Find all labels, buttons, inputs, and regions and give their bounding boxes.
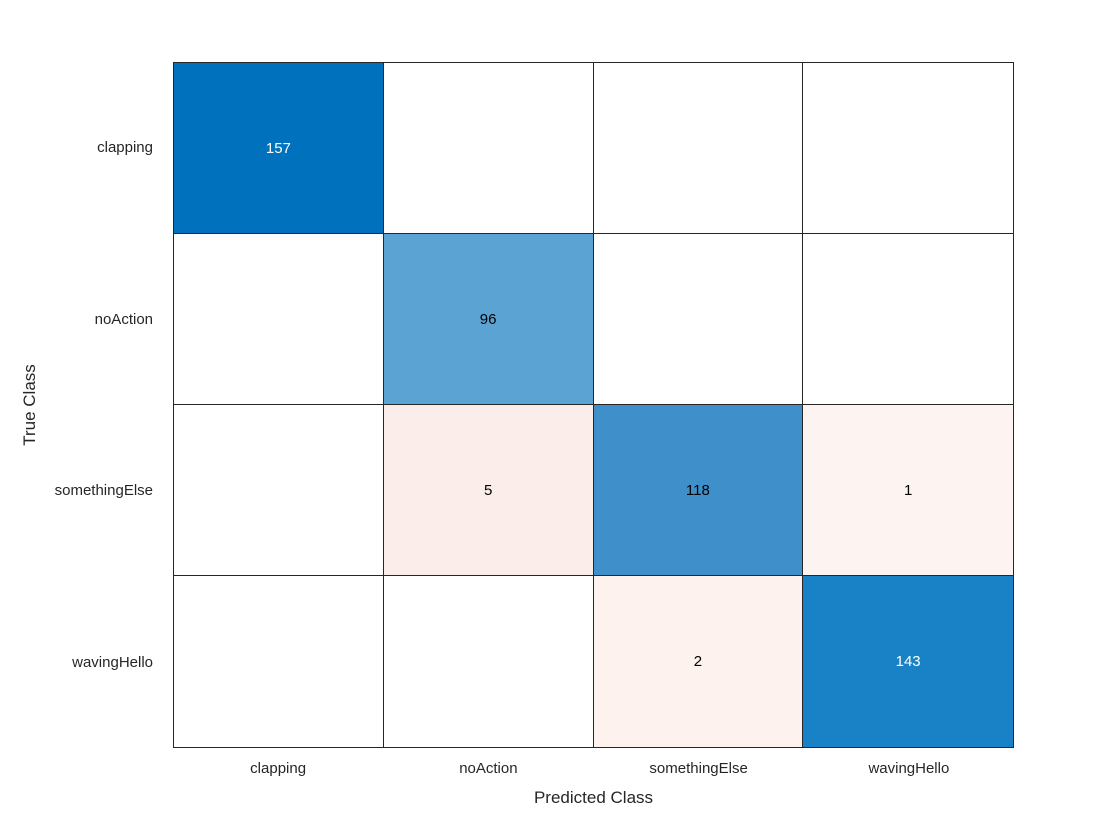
matrix-cell — [383, 63, 594, 234]
x-tick-label: noAction — [459, 759, 518, 777]
y-tick-label: wavingHello — [72, 653, 153, 671]
matrix-cell — [174, 576, 384, 747]
x-tick-label: wavingHello — [868, 759, 950, 777]
x-tick-label: clapping — [250, 759, 307, 777]
matrix-cell — [803, 234, 1013, 405]
matrix-cell — [174, 405, 384, 576]
y-tick-labels: clapping noAction somethingElse wavingHello — [0, 62, 163, 748]
y-tick-label: somethingElse — [54, 482, 153, 500]
confusion-matrix-grid: 157 96 5 118 1 2 143 — [173, 62, 1014, 748]
matrix-cell — [593, 63, 804, 234]
y-tick-label: clapping — [97, 139, 153, 157]
matrix-cell: 1 — [803, 405, 1013, 576]
matrix-cell: 96 — [383, 234, 594, 405]
matrix-cell: 143 — [803, 576, 1013, 747]
x-tick-labels: clapping noAction somethingElse wavingHello — [173, 756, 1014, 780]
matrix-cell: 157 — [174, 63, 384, 234]
matrix-cell — [383, 576, 594, 747]
matrix-cell — [593, 234, 804, 405]
matrix-cell: 5 — [383, 405, 594, 576]
matrix-cell — [803, 63, 1013, 234]
matrix-cell: 118 — [593, 405, 804, 576]
matrix-cell — [174, 234, 384, 405]
matrix-cell: 2 — [593, 576, 804, 747]
x-axis-title: Predicted Class — [533, 788, 654, 807]
x-tick-label: somethingElse — [649, 759, 748, 777]
y-tick-label: noAction — [94, 310, 153, 328]
